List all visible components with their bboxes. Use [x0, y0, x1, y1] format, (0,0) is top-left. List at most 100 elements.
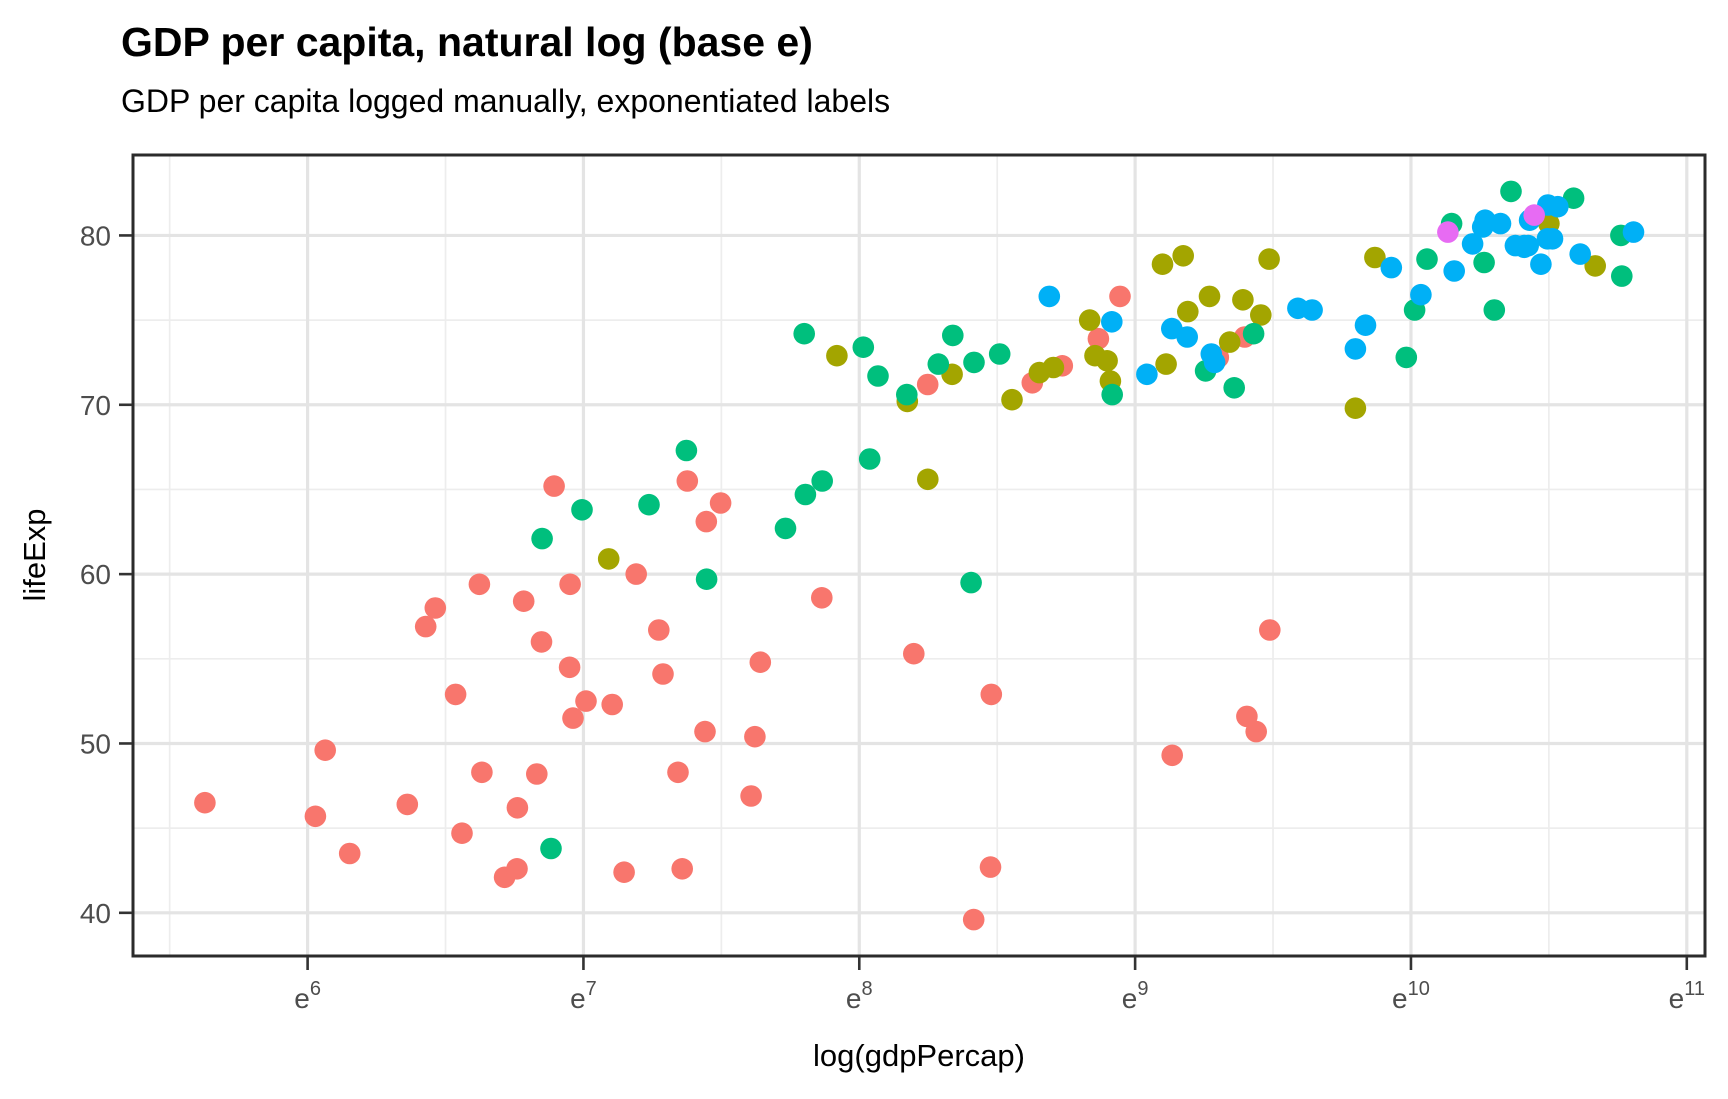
- y-tick-label: 80: [80, 220, 111, 251]
- data-point-olive: [597, 548, 620, 570]
- data-point-red: [601, 693, 623, 716]
- data-point-red: [811, 587, 833, 609]
- data-point-olive: [1001, 388, 1023, 411]
- data-point-olive: [826, 344, 848, 367]
- data-point-olive: [1078, 309, 1101, 331]
- data-point-green: [675, 439, 698, 462]
- data-point-red: [980, 683, 1003, 706]
- data-point-red: [396, 793, 419, 816]
- x-tick-label: e6: [294, 978, 321, 1014]
- data-point-blue: [1203, 351, 1226, 374]
- data-point-green: [1611, 265, 1633, 287]
- data-point-red: [648, 619, 670, 641]
- data-point-red: [451, 822, 473, 844]
- y-tick-label: 70: [80, 390, 111, 421]
- x-tick-label: e9: [1122, 978, 1149, 1014]
- data-point-olive: [1344, 397, 1367, 420]
- data-point-red: [1161, 744, 1183, 767]
- data-point-green: [794, 483, 817, 506]
- data-point-blue: [1301, 299, 1323, 321]
- data-point-red: [903, 642, 925, 665]
- data-point-green: [1473, 251, 1495, 274]
- data-point-red: [338, 842, 361, 865]
- data-point-green: [531, 527, 553, 550]
- data-point-green: [638, 493, 660, 516]
- axis-ticks: [119, 234, 1689, 970]
- data-point-green: [867, 365, 889, 387]
- data-point-red: [414, 615, 437, 638]
- data-point-green: [896, 383, 918, 406]
- data-point-olive: [1028, 361, 1051, 384]
- data-point-red: [979, 856, 1002, 878]
- data-point-green: [1500, 180, 1522, 203]
- data-point-red: [562, 707, 584, 729]
- data-point-green: [540, 837, 562, 860]
- data-point-green: [1416, 248, 1438, 270]
- data-point-red: [1259, 619, 1281, 641]
- data-point-red: [740, 785, 762, 807]
- data-point-green: [793, 322, 815, 345]
- data-point-red: [444, 683, 467, 706]
- data-point-red: [916, 373, 939, 396]
- data-point-olive: [1584, 255, 1606, 277]
- data-point-green: [942, 324, 964, 347]
- data-point-red: [1109, 285, 1131, 308]
- data-point-olive: [1177, 300, 1199, 323]
- data-point-red: [575, 690, 597, 712]
- data-point-green: [988, 343, 1011, 365]
- data-point-red: [526, 763, 548, 785]
- data-point-olive: [1364, 246, 1386, 269]
- x-tick-label: e11: [1669, 978, 1705, 1014]
- x-tick-label: e8: [846, 978, 873, 1014]
- data-point-blue: [1541, 228, 1564, 250]
- data-point-red: [1087, 327, 1110, 350]
- data-point-red: [962, 908, 985, 931]
- major-gridlines: [133, 155, 1705, 956]
- data-point-blue: [1461, 233, 1484, 255]
- chart-title: GDP per capita, natural log (base e): [121, 19, 813, 65]
- data-point-green: [1483, 299, 1506, 321]
- data-point-red: [512, 590, 535, 612]
- data-point-red: [671, 858, 693, 880]
- x-tick-labels: e6 e7 e8 e9 e10 e11: [294, 978, 1705, 1014]
- data-point-red: [530, 631, 553, 653]
- data-point-red: [543, 475, 565, 497]
- data-point-green: [963, 351, 985, 374]
- data-point-green: [927, 353, 950, 375]
- data-point-blue: [1038, 285, 1061, 308]
- data-point-red: [676, 470, 699, 492]
- data-point-olive: [1258, 248, 1280, 270]
- x-tick-label: e10: [1392, 978, 1430, 1014]
- data-point-red: [1236, 705, 1258, 728]
- data-point-red: [709, 492, 732, 514]
- x-axis-title: log(gdpPercap): [813, 1038, 1025, 1073]
- data-point-blue: [1530, 253, 1552, 275]
- data-point-red: [652, 663, 674, 685]
- data-point-green: [1101, 383, 1123, 406]
- data-point-red: [559, 573, 581, 596]
- data-point-blue: [1380, 256, 1403, 279]
- data-point-olive: [1218, 331, 1241, 353]
- data-point-green: [1395, 346, 1418, 369]
- data-point-blue: [1513, 234, 1535, 257]
- data-point-olive: [1172, 245, 1194, 267]
- data-point-blue: [1443, 260, 1465, 282]
- data-point-green: [1223, 377, 1245, 399]
- y-tick-label: 60: [80, 559, 111, 590]
- data-point-blue: [1569, 243, 1591, 265]
- data-point-magenta: [1523, 204, 1545, 226]
- data-point-olive: [1096, 350, 1118, 372]
- data-point-red: [694, 720, 716, 743]
- y-tick-label: 40: [80, 898, 111, 929]
- data-point-green: [695, 568, 718, 590]
- data-point-red: [468, 573, 491, 596]
- data-point-green: [811, 470, 833, 492]
- data-point-blue: [1354, 314, 1377, 337]
- data-point-blue: [1344, 338, 1367, 360]
- data-point-red: [695, 510, 718, 533]
- data-point-olive: [1151, 253, 1174, 275]
- data-point-green: [774, 517, 797, 540]
- data-point-red: [625, 563, 647, 585]
